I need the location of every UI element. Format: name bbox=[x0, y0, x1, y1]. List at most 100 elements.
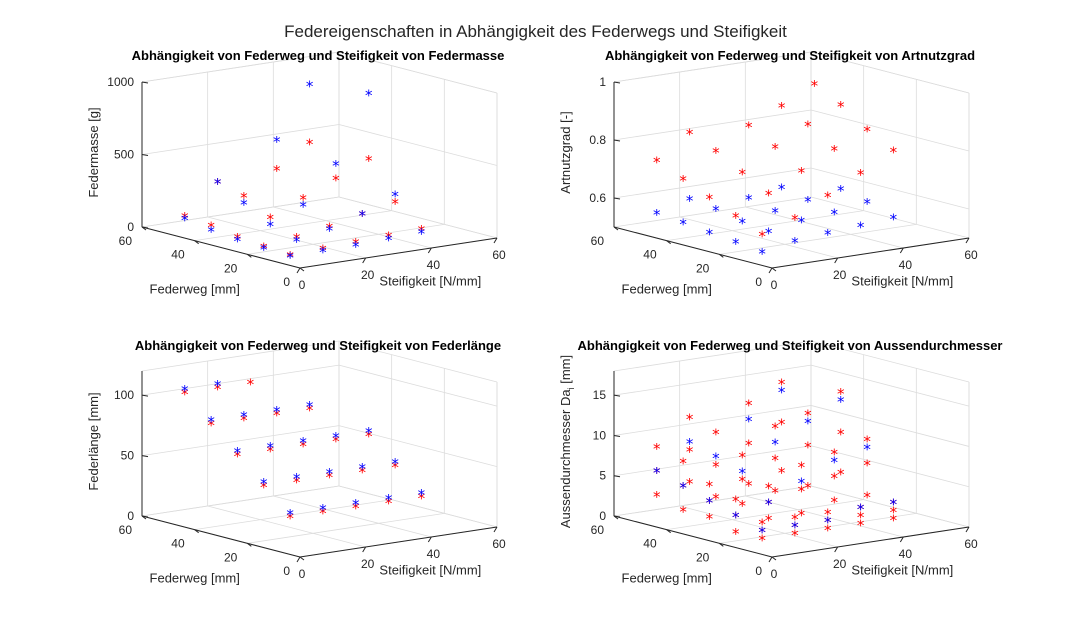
data-point-red: * bbox=[804, 439, 812, 457]
data-point-blue: * bbox=[758, 245, 766, 263]
data-point-blue: * bbox=[267, 218, 275, 236]
z-tick bbox=[141, 154, 149, 156]
data-point-blue: * bbox=[286, 506, 294, 524]
x-tick-label: 60 bbox=[964, 248, 978, 262]
x-axis-line bbox=[299, 526, 498, 558]
data-point-blue: * bbox=[739, 465, 747, 483]
data-point-red: * bbox=[260, 478, 268, 496]
data-point-blue: * bbox=[758, 524, 766, 542]
data-point-red: * bbox=[686, 126, 694, 144]
data-point-blue: * bbox=[706, 225, 714, 243]
z-tick-label: 0.6 bbox=[589, 191, 606, 205]
data-point-blue: * bbox=[260, 475, 268, 493]
data-point-blue: * bbox=[831, 453, 839, 471]
data-point-blue: * bbox=[771, 204, 779, 222]
data-point-blue: * bbox=[739, 215, 747, 233]
data-point-red: * bbox=[837, 385, 845, 403]
data-point-red: * bbox=[365, 427, 373, 445]
data-point-red: * bbox=[686, 475, 694, 493]
data-point-blue: * bbox=[207, 413, 215, 431]
x-tick-label: 60 bbox=[492, 537, 506, 551]
data-point-red: * bbox=[306, 401, 314, 419]
grid-line bbox=[745, 495, 904, 538]
data-point-red: * bbox=[857, 501, 865, 519]
grid-line bbox=[810, 405, 970, 447]
x-tick-label: 20 bbox=[361, 268, 375, 282]
x-axis-label: Steifigkeit [N/mm] bbox=[379, 563, 481, 578]
x-tick-label: 40 bbox=[899, 547, 913, 561]
data-point-red: * bbox=[745, 477, 753, 495]
y-tick bbox=[247, 542, 252, 547]
data-point-red: * bbox=[326, 468, 334, 486]
data-point-blue: * bbox=[418, 225, 426, 243]
grid-line bbox=[613, 485, 812, 517]
data-point-red: * bbox=[824, 506, 832, 524]
grid-line bbox=[810, 109, 970, 152]
data-point-blue: * bbox=[706, 494, 714, 512]
data-point-red: * bbox=[791, 519, 799, 537]
data-point-blue: * bbox=[299, 434, 307, 452]
data-point-blue: * bbox=[181, 382, 189, 400]
data-point-red: * bbox=[391, 458, 399, 476]
x-tick-label: 20 bbox=[833, 268, 847, 282]
y-tick-label: 40 bbox=[643, 537, 657, 551]
grid-line bbox=[194, 210, 392, 242]
z-tick-label: 50 bbox=[121, 449, 135, 463]
grid-line bbox=[666, 210, 864, 242]
grid-line bbox=[810, 364, 970, 407]
x-tick-label: 0 bbox=[771, 567, 778, 581]
data-point-red: * bbox=[765, 480, 773, 498]
grid-line bbox=[273, 206, 432, 249]
data-point-red: * bbox=[365, 152, 373, 170]
data-point-red: * bbox=[686, 443, 694, 461]
x-tick bbox=[965, 237, 970, 244]
grid-line bbox=[613, 445, 812, 477]
data-point-blue: * bbox=[365, 424, 373, 442]
data-point-red: * bbox=[679, 479, 687, 497]
data-point-red: * bbox=[352, 499, 360, 517]
data-point-red: * bbox=[732, 525, 740, 543]
data-point-red: * bbox=[771, 484, 779, 502]
data-point-blue: * bbox=[267, 439, 275, 457]
x-tick-label: 40 bbox=[427, 547, 441, 561]
data-point-red: * bbox=[745, 396, 753, 414]
y-axis-line bbox=[613, 515, 773, 558]
subplot-title: Abhängigkeit von Federweg und Steifigkei… bbox=[132, 48, 505, 63]
data-point-red: * bbox=[418, 222, 426, 240]
z-axis-label: Artnutzgrad [-] bbox=[558, 111, 573, 193]
data-point-red: * bbox=[791, 211, 799, 229]
data-point-blue: * bbox=[319, 243, 327, 261]
data-point-blue: * bbox=[653, 206, 661, 224]
data-point-red: * bbox=[359, 463, 367, 481]
data-point-blue: * bbox=[791, 234, 799, 252]
data-point-blue: * bbox=[679, 479, 687, 497]
data-point-red: * bbox=[260, 239, 268, 257]
data-point-blue: * bbox=[798, 214, 806, 232]
y-tick bbox=[194, 529, 199, 534]
data-point-red: * bbox=[299, 437, 307, 455]
data-point-red: * bbox=[890, 512, 898, 530]
data-point-red: * bbox=[207, 219, 215, 237]
data-point-red: * bbox=[791, 511, 799, 529]
data-point-blue: * bbox=[306, 77, 314, 95]
grid-line bbox=[141, 425, 340, 456]
grid-line bbox=[613, 364, 812, 396]
grid-line bbox=[745, 206, 904, 249]
data-point-red: * bbox=[758, 532, 766, 550]
data-point-red: * bbox=[857, 517, 865, 535]
x-tick bbox=[965, 526, 970, 533]
grid-line bbox=[613, 405, 812, 436]
data-point-red: * bbox=[798, 458, 806, 476]
y-tick-label: 20 bbox=[224, 550, 238, 564]
data-point-red: * bbox=[267, 210, 275, 228]
data-point-blue: * bbox=[299, 198, 307, 216]
y-tick-label: 0 bbox=[283, 564, 290, 578]
data-point-blue: * bbox=[686, 435, 694, 453]
data-point-blue: * bbox=[214, 377, 222, 395]
grid-line bbox=[338, 124, 498, 166]
data-point-red: * bbox=[391, 195, 399, 213]
data-point-blue: * bbox=[890, 210, 898, 228]
box-edge bbox=[613, 340, 812, 372]
